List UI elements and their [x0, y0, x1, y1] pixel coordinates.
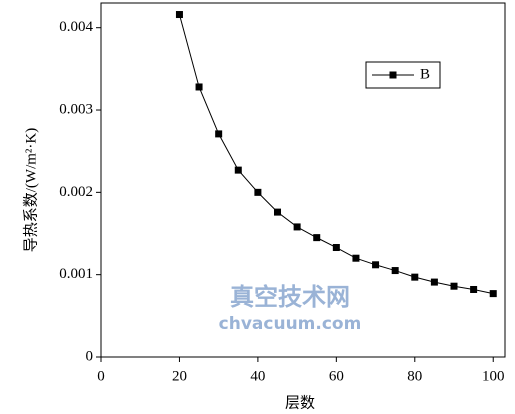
x-tick-label: 20: [172, 368, 187, 384]
y-axis-label: 导热系数/(W/m²·K): [22, 128, 39, 252]
data-line: [178, 14, 494, 295]
legend-label: B: [420, 66, 430, 82]
x-tick-label: 80: [407, 368, 422, 384]
data-point: [411, 273, 419, 281]
y-tick-label: 0.001: [59, 266, 93, 282]
data-point: [293, 223, 301, 231]
data-point: [215, 130, 223, 138]
y-tick-label: 0.002: [59, 184, 93, 200]
data-point: [313, 234, 321, 242]
data-point: [234, 166, 242, 174]
y-tick-label: 0: [86, 348, 94, 364]
data-point: [430, 278, 438, 286]
data-point: [352, 254, 360, 262]
data-point: [254, 188, 262, 196]
data-point: [195, 83, 203, 91]
watermark: 真空技术网: [230, 283, 350, 311]
x-tick-label: 100: [482, 368, 505, 384]
x-tick-label: 60: [329, 368, 344, 384]
data-point: [470, 285, 478, 293]
data-point: [489, 290, 497, 298]
data-point: [274, 208, 282, 216]
data-point: [332, 244, 340, 252]
x-tick-label: 40: [250, 368, 265, 384]
watermark: chvacuum.com: [219, 314, 362, 334]
data-point: [175, 11, 183, 19]
data-point: [391, 267, 399, 275]
y-tick-label: 0.004: [59, 19, 93, 35]
y-tick-label: 0.003: [59, 101, 93, 117]
data-point: [450, 282, 458, 290]
data-point: [372, 261, 380, 269]
x-tick-label: 0: [97, 368, 105, 384]
x-axis-label: 层数: [285, 394, 315, 411]
plot-frame: [100, 2, 506, 358]
legend-marker: [389, 71, 397, 79]
